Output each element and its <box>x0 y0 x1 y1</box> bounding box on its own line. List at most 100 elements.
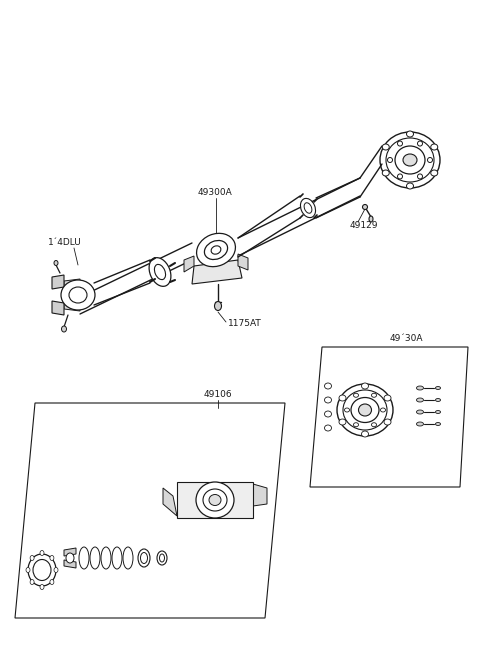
Text: 49´30A: 49´30A <box>390 334 423 343</box>
Ellipse shape <box>435 411 441 413</box>
Polygon shape <box>64 548 76 556</box>
Ellipse shape <box>339 419 346 425</box>
Ellipse shape <box>337 384 393 436</box>
Ellipse shape <box>66 553 74 563</box>
Ellipse shape <box>372 394 376 397</box>
Ellipse shape <box>33 560 51 581</box>
Ellipse shape <box>155 264 166 280</box>
Ellipse shape <box>101 547 111 569</box>
Ellipse shape <box>123 547 133 569</box>
Ellipse shape <box>138 549 150 567</box>
Ellipse shape <box>324 411 332 417</box>
Polygon shape <box>238 254 248 270</box>
Text: 49106: 49106 <box>204 390 233 399</box>
Ellipse shape <box>353 422 359 427</box>
Text: 49129: 49129 <box>350 221 379 230</box>
Ellipse shape <box>54 568 58 572</box>
Ellipse shape <box>361 431 369 437</box>
Polygon shape <box>192 260 242 284</box>
Ellipse shape <box>149 258 171 286</box>
Ellipse shape <box>428 158 432 162</box>
Ellipse shape <box>30 579 34 585</box>
Ellipse shape <box>215 302 221 311</box>
Ellipse shape <box>417 410 423 414</box>
Ellipse shape <box>382 144 389 150</box>
Ellipse shape <box>40 585 44 589</box>
Ellipse shape <box>418 174 422 179</box>
Text: 49300A: 49300A <box>198 188 233 197</box>
Polygon shape <box>310 347 468 487</box>
Ellipse shape <box>351 397 379 422</box>
Ellipse shape <box>324 383 332 389</box>
Ellipse shape <box>417 398 423 402</box>
Polygon shape <box>184 256 194 272</box>
Ellipse shape <box>324 397 332 403</box>
Polygon shape <box>52 301 64 315</box>
Ellipse shape <box>196 233 236 267</box>
Polygon shape <box>64 303 80 311</box>
Polygon shape <box>163 488 177 516</box>
Ellipse shape <box>369 216 373 222</box>
Ellipse shape <box>382 170 389 176</box>
Ellipse shape <box>384 419 391 425</box>
Ellipse shape <box>69 287 87 303</box>
Ellipse shape <box>204 240 228 260</box>
Ellipse shape <box>407 131 413 137</box>
Ellipse shape <box>359 404 372 416</box>
Ellipse shape <box>159 554 165 562</box>
Ellipse shape <box>435 422 441 426</box>
Ellipse shape <box>386 138 434 182</box>
Ellipse shape <box>61 326 67 332</box>
Text: 1175AT: 1175AT <box>228 319 262 328</box>
Ellipse shape <box>90 547 100 569</box>
Ellipse shape <box>381 408 385 412</box>
Ellipse shape <box>28 554 56 586</box>
Ellipse shape <box>435 399 441 401</box>
Ellipse shape <box>372 422 376 427</box>
Polygon shape <box>253 484 267 506</box>
Ellipse shape <box>403 154 417 166</box>
Polygon shape <box>177 482 253 518</box>
Ellipse shape <box>431 144 438 150</box>
Text: 1´4DLU: 1´4DLU <box>48 238 82 247</box>
Ellipse shape <box>141 553 147 564</box>
Ellipse shape <box>417 386 423 390</box>
Ellipse shape <box>112 547 122 569</box>
Ellipse shape <box>431 170 438 176</box>
Ellipse shape <box>79 547 89 569</box>
Ellipse shape <box>380 132 440 188</box>
Ellipse shape <box>397 174 403 179</box>
Ellipse shape <box>387 158 393 162</box>
Ellipse shape <box>54 260 58 265</box>
Ellipse shape <box>397 141 403 146</box>
Ellipse shape <box>361 383 369 389</box>
Ellipse shape <box>407 183 413 189</box>
Ellipse shape <box>395 146 425 174</box>
Ellipse shape <box>324 425 332 431</box>
Ellipse shape <box>362 204 368 210</box>
Polygon shape <box>64 560 76 568</box>
Ellipse shape <box>304 203 312 214</box>
Ellipse shape <box>339 395 346 401</box>
Ellipse shape <box>384 395 391 401</box>
Ellipse shape <box>418 141 422 146</box>
Ellipse shape <box>211 246 221 254</box>
Ellipse shape <box>435 386 441 390</box>
Polygon shape <box>15 403 285 618</box>
Polygon shape <box>52 275 64 289</box>
Ellipse shape <box>353 394 359 397</box>
Polygon shape <box>64 279 80 287</box>
Ellipse shape <box>300 198 315 217</box>
Ellipse shape <box>343 390 387 430</box>
Ellipse shape <box>26 568 30 572</box>
Ellipse shape <box>30 555 34 560</box>
Ellipse shape <box>417 422 423 426</box>
Ellipse shape <box>196 482 234 518</box>
Ellipse shape <box>50 555 54 560</box>
Ellipse shape <box>40 551 44 556</box>
Ellipse shape <box>50 579 54 585</box>
Ellipse shape <box>157 551 167 565</box>
Ellipse shape <box>345 408 349 412</box>
Ellipse shape <box>61 280 95 310</box>
Ellipse shape <box>203 489 227 511</box>
